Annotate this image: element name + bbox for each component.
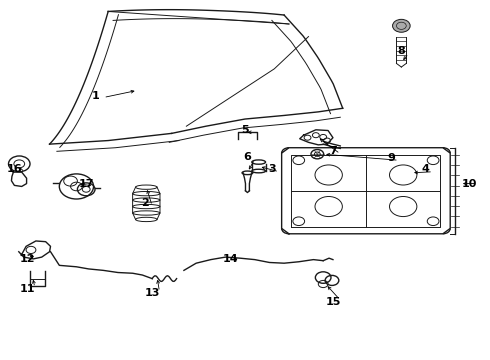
Circle shape — [392, 19, 410, 32]
Text: 11: 11 — [20, 284, 35, 294]
Text: 2: 2 — [141, 198, 148, 208]
Text: 5: 5 — [241, 125, 249, 135]
Text: 17: 17 — [78, 179, 94, 189]
Text: 6: 6 — [244, 152, 251, 162]
Text: 15: 15 — [325, 297, 341, 307]
Text: 4: 4 — [422, 164, 430, 174]
Text: 7: 7 — [329, 146, 337, 156]
Text: 10: 10 — [462, 179, 477, 189]
Text: 12: 12 — [20, 254, 35, 264]
Text: 9: 9 — [388, 153, 395, 163]
Text: 14: 14 — [222, 254, 238, 264]
Text: 3: 3 — [268, 164, 276, 174]
Text: 13: 13 — [145, 288, 160, 298]
Text: 1: 1 — [92, 91, 100, 101]
Text: 8: 8 — [397, 46, 405, 56]
Text: 16: 16 — [6, 164, 22, 174]
